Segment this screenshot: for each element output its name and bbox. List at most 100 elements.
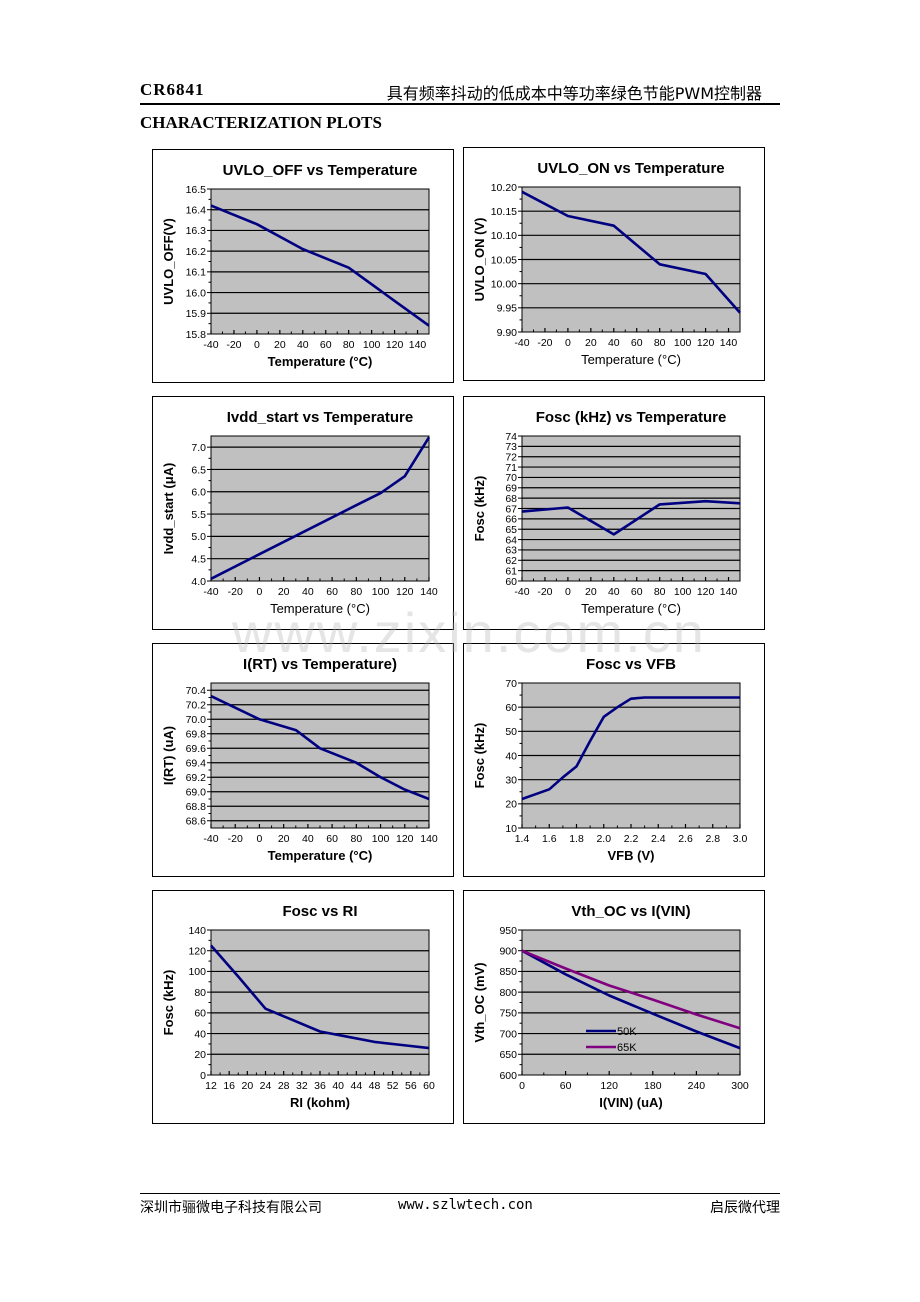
x-tick-label: 56 [405, 1080, 417, 1092]
series-line-65k [521, 949, 741, 1030]
x-tick-label: 2.0 [596, 833, 611, 845]
legend-label: 65K [617, 1042, 637, 1054]
y-tick-label: 950 [499, 925, 517, 937]
x-tick-label: 0 [257, 586, 263, 598]
y-tick-label: 16.2 [186, 246, 207, 258]
x-tick-label: 100 [363, 339, 381, 351]
x-tick-label: -40 [203, 586, 218, 598]
y-tick-label: 16.4 [186, 205, 207, 217]
y-axis-label: Vth_OC (mV) [472, 962, 487, 1042]
x-tick-label: 140 [720, 586, 738, 598]
y-tick-label: 5.5 [191, 509, 206, 521]
y-tick-label: 750 [499, 1008, 517, 1020]
x-tick-label: 20 [585, 337, 597, 349]
chart-title: Vth_OC vs I(VIN) [571, 903, 690, 920]
x-tick-label: 2.6 [678, 833, 693, 845]
x-tick-label: 300 [731, 1080, 749, 1092]
y-tick-label: 60 [505, 576, 517, 588]
y-tick-label: 62 [505, 555, 517, 567]
x-tick-label: 80 [654, 337, 666, 349]
x-tick-label: 0 [254, 339, 260, 351]
y-tick-label: 10.10 [491, 230, 517, 242]
legend-label: 50K [617, 1026, 637, 1038]
y-tick-label: 63 [505, 545, 517, 557]
x-tick-label: 20 [241, 1080, 253, 1092]
x-tick-label: 24 [260, 1080, 272, 1092]
chart-title: I(RT) vs Temperature) [243, 656, 397, 673]
x-tick-label: 20 [274, 339, 286, 351]
y-tick-label: 70.2 [186, 700, 207, 712]
x-tick-label: 0 [565, 586, 571, 598]
y-tick-label: 15.9 [186, 308, 207, 320]
x-tick-label: 60 [631, 337, 643, 349]
x-tick-label: -20 [228, 833, 243, 845]
x-tick-label: 0 [565, 337, 571, 349]
chart-panel-fosc-vfb: Fosc vs VFB 10 20 30 40 50 60 70 1.4 1.6 1.8 2.0 2.2… [463, 643, 765, 877]
x-tick-label: 80 [350, 833, 362, 845]
y-tick-label: 69.2 [186, 772, 207, 784]
chart-panel-vth-oc: Vth_OC vs I(VIN) 600 650 700 750 800 850 900 950… [463, 890, 765, 1124]
chart-fosc_temp: Fosc (kHz) vs Temperature606162636465666… [472, 409, 741, 616]
y-tick-label: 66 [505, 514, 517, 526]
chart-vth_oc_ivin: Vth_OC vs I(VIN)600650700750800850900950… [472, 903, 749, 1110]
chart-irt_temp: I(RT) vs Temperature) 68.6 68.8 69.0 69.2 69.… [161, 656, 438, 863]
y-tick-label: 850 [499, 966, 517, 978]
x-tick-label: 80 [350, 586, 362, 598]
y-tick-label: 72 [505, 452, 517, 464]
y-tick-label: 4.5 [191, 553, 206, 565]
x-axis-label: I(VIN) (uA) [599, 1095, 663, 1110]
chart-uvlo_on: UVLO_ON vs Temperature 9.90 9.95 10.00 10.05… [472, 160, 741, 367]
x-tick-label: -40 [514, 337, 529, 349]
y-tick-label: 5.0 [191, 531, 206, 543]
series-line-i-rt- [210, 694, 430, 801]
chart-panel-fosc-ri: Fosc vs RI 0 20 40 60 80 100 120 140 12 16 20 24 28 32… [152, 890, 454, 1124]
y-tick-label: 7.0 [191, 442, 206, 454]
x-tick-label: 40 [297, 339, 309, 351]
x-tick-label: 1.4 [515, 833, 530, 845]
x-tick-label: 120 [386, 339, 404, 351]
x-axis-label: Temperature (°C) [581, 601, 681, 616]
y-axis-label: Fosc (kHz) [472, 476, 487, 542]
x-tick-label: 40 [302, 833, 314, 845]
y-tick-label: 69.0 [186, 787, 207, 799]
footer-website[interactable]: www.szlwtech.con [398, 1197, 533, 1213]
series-line-uvlo-on [521, 190, 741, 314]
y-tick-label: 10.00 [491, 278, 517, 290]
y-axis-label: Ivdd_start (μA) [161, 463, 176, 555]
y-tick-label: 60 [505, 702, 517, 714]
y-tick-label: 4.0 [191, 576, 206, 588]
footer-agent: 启辰微代理 [710, 1200, 780, 1216]
x-tick-label: 20 [278, 833, 290, 845]
x-tick-label: 0 [257, 833, 263, 845]
x-tick-label: 60 [560, 1080, 572, 1092]
x-axis-label: VFB (V) [608, 848, 655, 863]
y-tick-label: 68.6 [186, 816, 207, 828]
chart-panel-irt-temp: I(RT) vs Temperature) 68.6 68.8 69.0 69.2 69.… [152, 643, 454, 877]
x-tick-label: 140 [420, 833, 438, 845]
y-tick-label: 20 [194, 1049, 206, 1061]
x-tick-label: -40 [514, 586, 529, 598]
x-tick-label: 140 [409, 339, 427, 351]
chart-title: Fosc vs VFB [586, 656, 676, 673]
y-axis-label: I(RT) (uA) [161, 726, 176, 785]
y-tick-label: 40 [194, 1028, 206, 1040]
y-tick-label: 9.95 [497, 303, 518, 315]
x-tick-label: 48 [369, 1080, 381, 1092]
y-tick-label: 10.20 [491, 182, 517, 194]
x-tick-label: -20 [537, 337, 552, 349]
x-tick-label: 80 [343, 339, 355, 351]
chart-panel-fosc-temp: Fosc (kHz) vs Temperature 60 61 62 63 64 65 66 6… [463, 396, 765, 630]
y-tick-label: 50 [505, 726, 517, 738]
y-tick-label: 650 [499, 1049, 517, 1061]
part-number: CR6841 [140, 80, 205, 99]
y-tick-label: 69 [505, 483, 517, 495]
y-tick-label: 600 [499, 1070, 517, 1082]
chart-panel-uvlo-on: UVLO_ON vs Temperature 9.90 9.95 10.00 10.05… [463, 147, 765, 381]
x-axis-label: Temperature (°C) [270, 601, 370, 616]
y-axis-label: UVLO_OFF(V) [161, 218, 176, 305]
x-tick-label: 52 [387, 1080, 399, 1092]
x-tick-label: 60 [326, 586, 338, 598]
series-line-50k [521, 949, 741, 1050]
plot-area [210, 929, 430, 1076]
chart-ivdd_start: Ivdd_start vs Temperature 4.0 4.5 5.0 5.5 6.0… [161, 409, 438, 616]
